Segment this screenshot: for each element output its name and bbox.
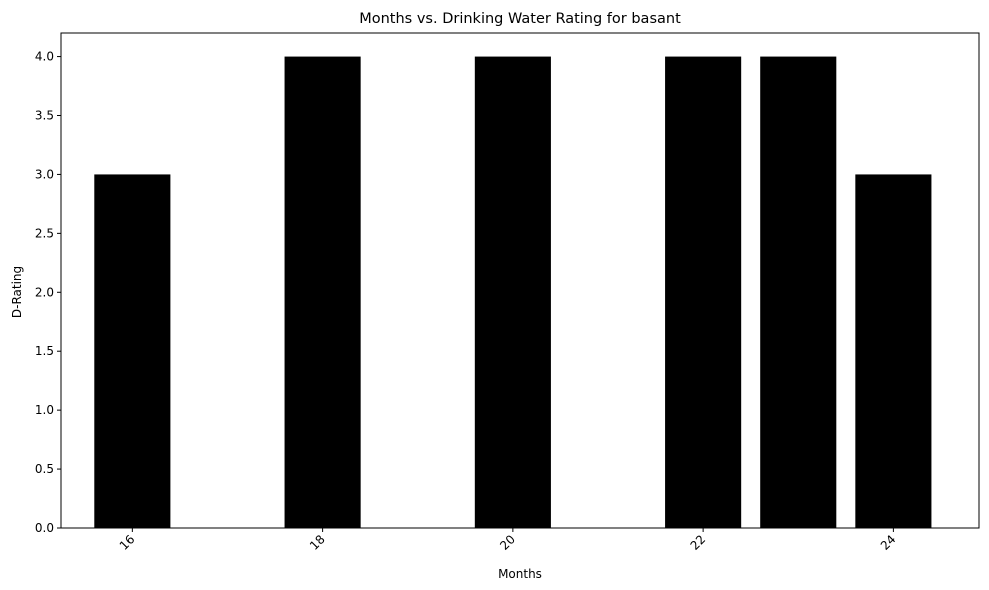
y-tick-label: 2.5 [35,226,54,240]
x-axis-label: Months [498,567,542,581]
bar-month-23 [760,56,837,528]
y-tick-label: 0.0 [35,521,54,535]
y-tick-label: 1.5 [35,344,54,358]
y-tick-label: 2.0 [35,285,54,299]
y-axis-ticks: 0.0 0.5 1.0 1.5 2.0 2.5 3.0 3.5 4.0 [35,50,61,535]
x-tick-label: 18 [307,532,328,553]
x-axis-ticks: 16 18 20 22 24 [117,528,899,553]
chart-title: Months vs. Drinking Water Rating for bas… [359,11,681,27]
bar-month-16 [94,174,171,528]
x-tick-label: 16 [117,532,138,553]
bars-group [94,56,932,528]
y-tick-label: 4.0 [35,50,54,64]
y-tick-label: 0.5 [35,462,54,476]
bar-month-18 [284,56,361,528]
y-tick-label: 3.0 [35,167,54,181]
bar-month-20 [474,56,551,528]
bar-month-24 [855,174,932,528]
y-tick-label: 1.0 [35,403,54,417]
x-tick-label: 20 [497,532,518,553]
x-tick-label: 22 [688,532,709,553]
bar-month-22 [665,56,742,528]
y-tick-label: 3.5 [35,109,54,123]
x-tick-label: 24 [878,532,899,553]
y-axis-label: D-Rating [10,266,24,318]
plot-area-frame [60,32,980,529]
